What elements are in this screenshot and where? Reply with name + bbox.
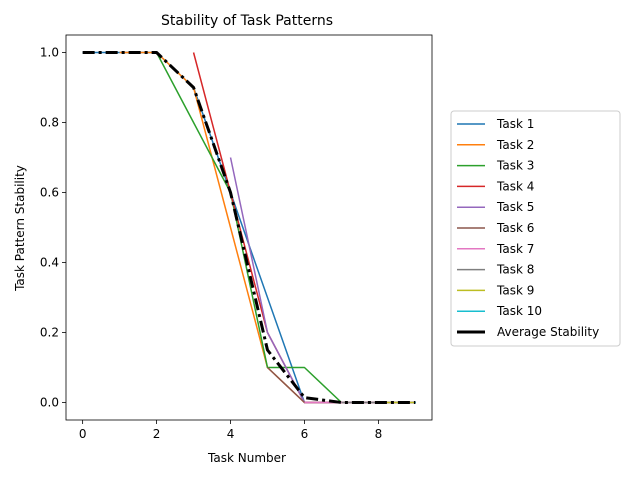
x-axis: 0 2 4 6 8 — [79, 420, 382, 441]
x-axis-label: Task Number — [207, 451, 286, 465]
legend-label: Average Stability — [497, 325, 599, 339]
legend-label: Task 8 — [496, 263, 534, 277]
chart-title: Stability of Task Patterns — [161, 13, 333, 29]
series-line-task-6 — [266, 366, 416, 404]
y-tick-label: 0.6 — [40, 186, 59, 200]
plot-lines — [82, 51, 416, 404]
legend-label: Task 5 — [496, 200, 534, 214]
legend-label: Task 3 — [496, 159, 534, 173]
y-tick-label: 0.0 — [40, 396, 59, 410]
y-tick-label: 0.4 — [40, 256, 59, 270]
y-axis-label: Task Pattern Stability — [13, 165, 27, 292]
series-line-average-stability — [82, 51, 416, 404]
legend-label: Task 4 — [496, 179, 534, 193]
legend-frame — [450, 110, 621, 347]
x-tick-label: 0 — [79, 427, 87, 441]
series-line-task-5 — [229, 157, 416, 404]
plot-area-frame — [65, 34, 433, 421]
series-line-task-1 — [82, 51, 416, 404]
y-tick-label: 0.2 — [40, 326, 59, 340]
y-tick-label: 1.0 — [40, 46, 59, 60]
legend-label: Task 6 — [496, 221, 534, 235]
x-tick-label: 4 — [227, 427, 235, 441]
legend-label: Task 2 — [496, 138, 534, 152]
legend: Task 1 Task 2 Task 3 Task 4 Task 5 Task 6 Task… — [450, 110, 621, 347]
legend-label: Task 7 — [496, 242, 534, 256]
legend-label: Task 9 — [496, 283, 534, 297]
x-tick-label: 2 — [153, 427, 161, 441]
y-tick-label: 0.8 — [40, 116, 59, 130]
legend-label: Task 10 — [496, 304, 542, 318]
x-tick-label: 6 — [301, 427, 309, 441]
x-tick-label: 8 — [375, 427, 383, 441]
legend-label: Task 1 — [496, 117, 534, 131]
y-axis: 0.0 0.2 0.4 0.6 0.8 1.0 — [40, 46, 66, 410]
series-line-task-4 — [192, 52, 416, 404]
